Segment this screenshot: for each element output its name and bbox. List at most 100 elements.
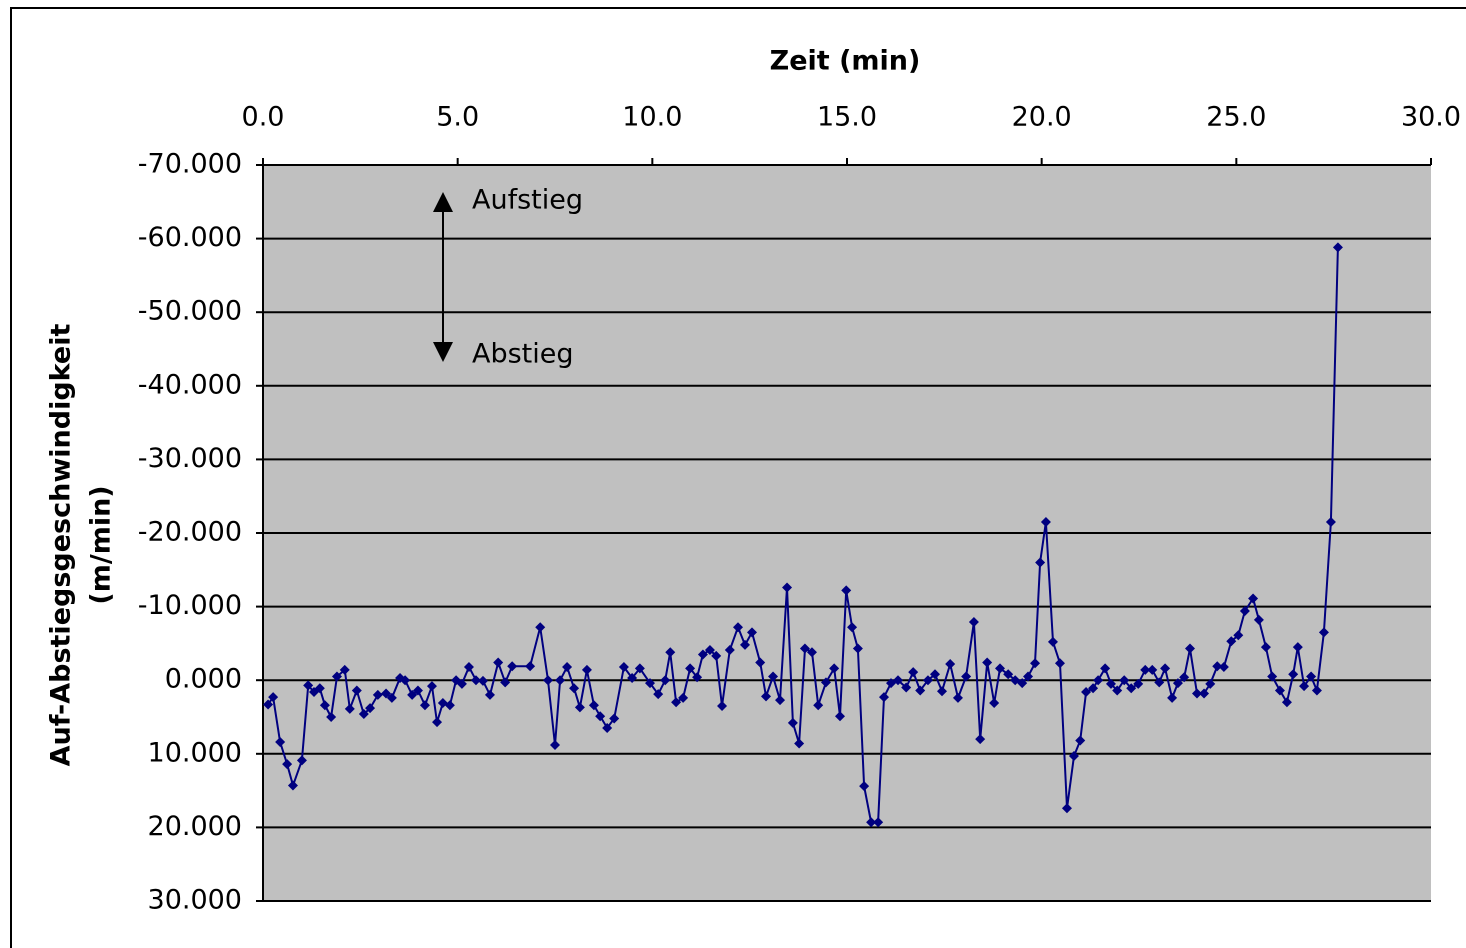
data-point	[1154, 677, 1165, 688]
data-point	[507, 661, 518, 672]
data-point	[697, 649, 708, 660]
data-point	[525, 661, 536, 672]
data-point	[358, 709, 369, 720]
data-point	[319, 700, 330, 711]
arrow-head	[433, 342, 453, 362]
data-point	[372, 689, 383, 700]
data-point	[820, 677, 831, 688]
data-point	[595, 711, 606, 722]
data-point	[1003, 669, 1014, 680]
data-point	[574, 702, 585, 713]
data-point	[1081, 686, 1092, 697]
data-point	[609, 713, 620, 724]
data-point	[873, 817, 884, 828]
data-point	[936, 686, 947, 697]
data-point	[1292, 642, 1303, 653]
data-point	[866, 817, 877, 828]
data-point	[493, 657, 504, 668]
data-point	[685, 663, 696, 674]
data-point	[1140, 664, 1151, 675]
data-point	[1218, 661, 1229, 672]
data-point	[618, 661, 629, 672]
data-point	[717, 700, 728, 711]
data-point	[724, 645, 735, 656]
data-point	[834, 711, 845, 722]
data-point	[1239, 606, 1250, 617]
data-point	[444, 700, 455, 711]
data-point	[678, 692, 689, 703]
y-axis-title: Auf-Abstiegsgeschwindigkeit (m/min)	[46, 324, 117, 767]
data-point	[562, 661, 573, 672]
data-point	[634, 663, 645, 674]
data-point	[915, 685, 926, 696]
data-point	[1318, 627, 1329, 638]
data-point	[326, 712, 337, 722]
data-point	[263, 699, 274, 710]
data-point	[381, 688, 392, 699]
data-point	[344, 703, 355, 714]
data-point	[975, 734, 986, 745]
data-point	[542, 675, 553, 686]
data-point	[813, 700, 824, 711]
data-point	[400, 675, 411, 686]
data-point	[275, 737, 286, 748]
data-point	[1119, 675, 1130, 686]
data-point	[581, 664, 592, 675]
data-point	[768, 671, 779, 682]
data-point	[968, 617, 979, 628]
data-point	[1167, 692, 1178, 703]
data-point	[1274, 685, 1285, 696]
data-point	[1075, 735, 1086, 746]
data-point	[755, 657, 766, 668]
data-point	[1299, 681, 1310, 692]
data-point	[569, 683, 580, 694]
data-point	[386, 692, 397, 703]
data-point	[1030, 658, 1041, 669]
data-point	[653, 689, 664, 700]
data-point	[1112, 685, 1123, 696]
y-tick-label: -60.000	[138, 222, 242, 253]
data-point	[1068, 751, 1079, 762]
x-tick-label: 10.0	[622, 102, 682, 133]
data-point	[412, 685, 423, 696]
data-point	[799, 643, 810, 654]
data-point	[555, 675, 566, 686]
data-point	[339, 664, 350, 675]
data-point	[1054, 658, 1065, 669]
data-point	[829, 663, 840, 674]
data-point	[314, 683, 325, 694]
data-point	[1047, 636, 1058, 647]
y-tick-label: -10.000	[138, 590, 242, 621]
data-point	[1253, 614, 1264, 625]
data-point	[365, 703, 376, 714]
data-point	[1306, 671, 1317, 682]
data-point	[1172, 678, 1183, 689]
y-axis-title-line: Auf-Abstiegsgeschwindigkeit	[46, 324, 77, 767]
data-point	[484, 689, 495, 700]
data-point	[775, 695, 786, 706]
data-point	[426, 681, 437, 692]
data-point	[331, 671, 342, 682]
data-point	[847, 622, 858, 633]
data-point	[588, 700, 599, 711]
data-point	[1288, 669, 1299, 680]
data-point	[1233, 630, 1244, 641]
data-point	[787, 717, 798, 728]
y-tick-label: 0.000	[165, 664, 242, 695]
data-point	[859, 781, 870, 792]
data-point	[704, 645, 715, 656]
data-point	[1126, 683, 1137, 694]
data-point	[1035, 557, 1046, 568]
data-point	[477, 675, 488, 686]
y-tick-label: -40.000	[138, 369, 242, 400]
data-point	[1040, 516, 1051, 527]
data-point	[1205, 678, 1216, 689]
x-tick-label: 5.0	[436, 102, 479, 133]
data-point	[1160, 663, 1171, 674]
data-point	[303, 680, 314, 691]
data-point	[794, 738, 805, 749]
data-point	[739, 639, 750, 650]
data-point	[602, 723, 613, 734]
data-point	[1226, 636, 1237, 647]
data-point	[627, 672, 638, 683]
